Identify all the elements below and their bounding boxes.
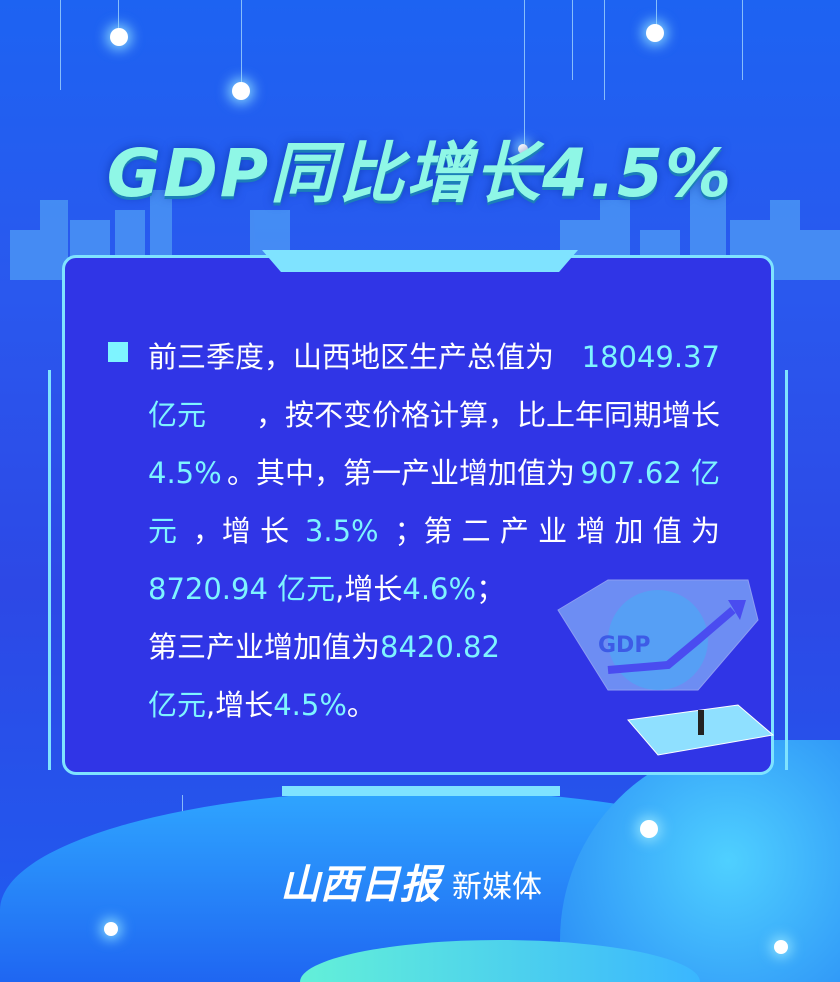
page-title: GDP同比增长4.5%: [106, 135, 734, 212]
text-segment: ,增长: [335, 572, 403, 606]
text-line: 亿元 ，按不变价格计算，比上年同期增长: [148, 386, 720, 444]
panel-foot: [282, 786, 560, 796]
highlight-value: 18049.37: [581, 340, 720, 374]
text-segment: ，按不变价格计算，比上年同期增长: [255, 398, 720, 432]
text-segment: 。: [346, 688, 376, 722]
text-segment: ；: [476, 572, 506, 606]
highlight-value: 4.6%: [402, 572, 477, 606]
text-line: 前三季度，山西地区生产总值为 18049.37: [148, 328, 720, 386]
panel-frame: [48, 370, 788, 770]
text-segment: ,增长: [206, 688, 274, 722]
text-line: 8720.94 亿元 ,增长 4.6%；: [148, 560, 720, 618]
highlight-value: 907.62 亿: [580, 456, 720, 490]
gdp-label: GDP: [598, 633, 650, 658]
text-segment: 第三产业增加值为: [148, 630, 381, 664]
bullet-square: [108, 342, 128, 362]
highlight-value: 元: [148, 514, 178, 548]
text-segment: 前三季度，山西地区生产总值为: [148, 340, 555, 374]
highlight-value: 4.5%: [148, 456, 222, 490]
panel-tab: [262, 250, 578, 272]
text-segment: ，增 长: [192, 514, 290, 548]
highlight-value: 亿元: [148, 398, 207, 432]
text-line: 元 ，增 长 3.5% ；第 二 产 业 增 加 值 为: [148, 502, 720, 560]
highlight-value: 8720.94 亿元: [148, 572, 336, 606]
text-segment: ；第 二 产 业 增 加 值 为: [394, 514, 720, 548]
text-line: 4.5% 。其中，第一产业增加值为 907.62 亿: [148, 444, 720, 502]
text-segment: 。其中，第一产业增加值为: [226, 456, 575, 490]
highlight-value: 3.5%: [304, 514, 379, 548]
newspaper-logo: 山西日报: [280, 861, 440, 908]
highlight-value: 亿元: [148, 688, 207, 722]
logo-suffix: 新媒体: [452, 870, 542, 905]
text-line: 亿元 ,增长 4.5%。: [148, 676, 720, 734]
summary-text: 前三季度，山西地区生产总值为 18049.37 亿元 ，按不变价格计算，比上年同期增长…: [148, 328, 720, 734]
highlight-value: 4.5%: [273, 688, 347, 722]
gdp-growth-illustration: GDP: [557, 579, 775, 756]
highlight-value: 8420.82: [380, 630, 500, 664]
text-line: 第三产业增加值为 8420.82: [148, 618, 720, 676]
